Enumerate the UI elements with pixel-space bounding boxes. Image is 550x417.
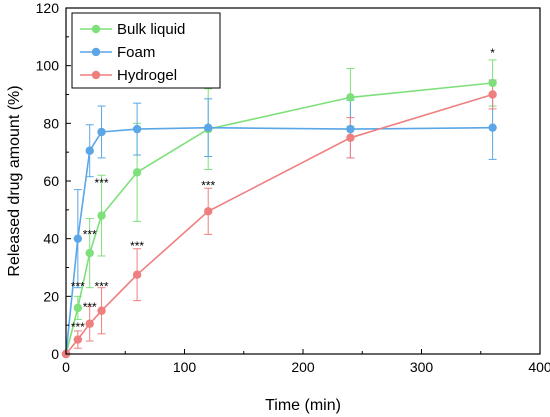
y-tick-label: 60: [43, 173, 59, 189]
data-point: [73, 234, 83, 243]
x-tick-label: 0: [62, 359, 70, 375]
significance-label: ***: [71, 280, 85, 294]
series-line: [65, 82, 493, 355]
y-axis-title: Released drug amount (%): [6, 85, 23, 276]
error-bars: [73, 59, 497, 349]
x-axis-title: Time (min): [265, 397, 341, 414]
data-point: [488, 90, 497, 99]
data-points: [61, 78, 497, 359]
legend-swatch-marker: [91, 70, 101, 80]
legend-swatch-marker: [91, 24, 101, 34]
axis-ticks: 0 100 200 300 400 0 20 40 60 80 100 120: [36, 0, 550, 375]
data-point: [85, 319, 94, 328]
x-tick-label: 400: [528, 359, 550, 375]
data-point: [132, 124, 142, 134]
significance-label: ***: [95, 280, 109, 294]
data-point: [97, 211, 106, 220]
y-tick-label: 100: [36, 58, 60, 74]
significance-annotations: *************************: [71, 46, 495, 334]
data-point: [488, 123, 497, 132]
data-point: [85, 146, 94, 155]
data-point: [346, 133, 355, 142]
series-line: [65, 126, 493, 355]
legend-label: Bulk liquid: [117, 21, 185, 38]
series-lines: [65, 82, 493, 355]
y-tick-label: 40: [43, 231, 59, 247]
x-tick-label: 200: [291, 359, 315, 375]
significance-label: ***: [83, 228, 97, 242]
data-point: [346, 93, 355, 102]
significance-label: ***: [71, 320, 85, 334]
y-tick-label: 20: [43, 288, 59, 304]
data-point: [204, 207, 213, 216]
significance-label: ***: [95, 176, 109, 190]
series-line: [65, 93, 493, 355]
data-point: [204, 123, 213, 132]
data-point: [488, 78, 497, 88]
data-point: [346, 124, 355, 134]
legend-swatch-marker: [91, 47, 101, 57]
data-point: [85, 248, 94, 258]
legend: Bulk liquid Foam Hydrogel: [71, 12, 221, 89]
data-point: [73, 303, 83, 313]
data-point: [132, 168, 142, 177]
significance-label: ***: [130, 239, 144, 253]
significance-label: ***: [201, 179, 215, 193]
y-tick-label: 80: [43, 115, 59, 131]
y-tick-label: 0: [51, 346, 59, 362]
significance-label: ***: [83, 300, 97, 314]
data-point: [73, 335, 83, 344]
x-tick-label: 300: [410, 359, 434, 375]
legend-label: Hydrogel: [117, 67, 177, 84]
x-tick-label: 100: [173, 359, 197, 375]
legend-label: Foam: [117, 44, 155, 61]
y-tick-label: 120: [36, 0, 60, 16]
significance-label: *: [490, 46, 495, 60]
data-point: [97, 127, 106, 137]
data-point: [97, 306, 106, 315]
data-point: [132, 270, 142, 279]
